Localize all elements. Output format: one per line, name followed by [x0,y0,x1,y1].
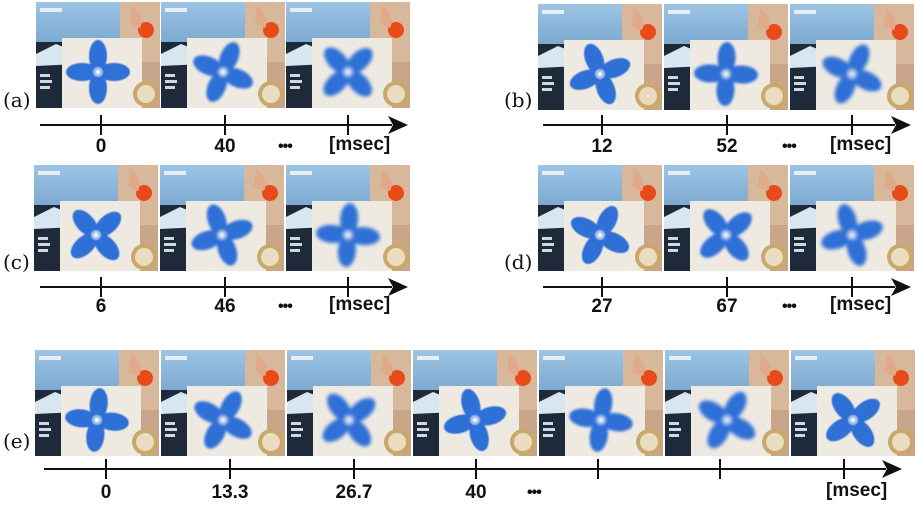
tick-label: 0 [100,482,112,503]
tick-label: 67 [716,296,738,317]
video-frame [160,165,284,271]
panel-b: (b) 12 52 ••• [msec] [503,0,915,160]
panel-d: (d) 27 67 ••• [msec] [503,162,915,322]
video-frame [790,4,914,110]
tick-label: 40 [214,136,236,157]
time-axis [543,277,911,297]
video-frame [286,2,410,108]
panel-a: (a) 0 40 ••• [msec] [0,0,460,160]
video-frame [538,4,662,110]
tick-label: 6 [95,296,107,317]
time-axis [40,277,408,297]
time-axis [44,459,902,479]
video-frame [286,165,410,271]
tick-label: 12 [591,136,613,157]
video-frame [538,165,662,271]
tick-label: 27 [591,296,613,317]
video-frame [35,350,159,456]
video-frame [664,4,788,110]
video-frame [413,350,537,456]
unit-label: [msec] [830,134,892,155]
ellipsis: ••• [278,138,293,155]
time-axis [40,115,408,135]
ellipsis: ••• [782,138,797,155]
video-frame [539,350,663,456]
video-frame [790,165,914,271]
unit-label: [msec] [826,480,888,501]
video-frame [161,2,285,108]
tick-label: 40 [465,482,487,503]
panel-label: (e) [3,429,31,453]
unit-label: [msec] [830,294,892,315]
time-axis [543,115,911,135]
unit-label: [msec] [329,134,391,155]
ellipsis: ••• [278,298,293,315]
tick-label: 46 [214,296,236,317]
video-frame [36,2,160,108]
video-frame [161,350,285,456]
tick-label: 0 [95,136,107,157]
ellipsis: ••• [782,298,797,315]
panel-c: (c) 6 46 ••• [msec] [0,162,460,322]
video-frame [287,350,411,456]
tick-label: 13.3 [211,482,249,503]
ellipsis: ••• [527,484,542,501]
panel-label: (b) [504,88,533,112]
panel-label: (d) [504,250,533,274]
panel-label: (a) [3,88,31,112]
panel-e: (e) 0 13.3 26.7 40 ••• [msec] [0,345,915,506]
tick-label: 26.7 [335,482,373,503]
video-frame [34,165,158,271]
video-frame [665,350,789,456]
video-frame [664,165,788,271]
tick-label: 52 [716,136,738,157]
video-frame [791,350,915,456]
unit-label: [msec] [329,294,391,315]
panel-label: (c) [3,250,30,274]
